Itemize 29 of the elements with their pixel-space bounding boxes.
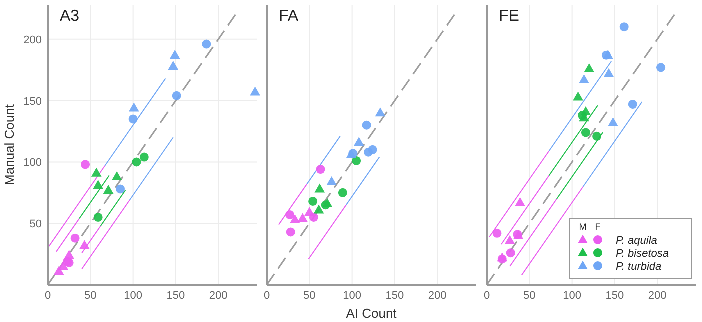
chart-title: FE [499, 8, 520, 25]
y-axis-title: Manual Count [2, 104, 17, 186]
legend-label: P. turbida [616, 261, 662, 273]
x-tick-label: 200 [648, 290, 667, 302]
y-tick-label: 100 [24, 157, 42, 170]
legend-label: P. aquila [616, 235, 658, 247]
x-tick-label: 200 [428, 290, 447, 302]
y-tick-label: 150 [24, 96, 42, 108]
x-tick-label: 150 [606, 290, 624, 302]
x-tick-label: 50 [84, 290, 97, 302]
y-tick-label: 200 [24, 34, 42, 46]
x-tick-label: 200 [209, 290, 228, 302]
x-tick-label: 150 [166, 290, 186, 302]
x-tick-label: 150 [386, 290, 404, 302]
x-tick-label: 50 [524, 290, 536, 302]
legend-label: P. bisetosa [616, 248, 670, 260]
x-tick-label: 50 [304, 290, 316, 302]
annotation: M [579, 222, 587, 232]
y-tick-label: 50 [30, 218, 42, 231]
x-tick-label: 0 [44, 290, 52, 302]
chart-title: FA [279, 8, 299, 25]
annotation: F [595, 222, 602, 232]
x-tick-label: 0 [264, 290, 270, 302]
chart-title: A3 [60, 8, 80, 25]
x-tick-label: 100 [563, 290, 582, 302]
x-tick-label: 100 [343, 290, 362, 302]
x-tick-label: 100 [124, 290, 142, 302]
x-tick-label: 0 [484, 290, 490, 302]
x-axis-title: AI Count [346, 306, 398, 321]
